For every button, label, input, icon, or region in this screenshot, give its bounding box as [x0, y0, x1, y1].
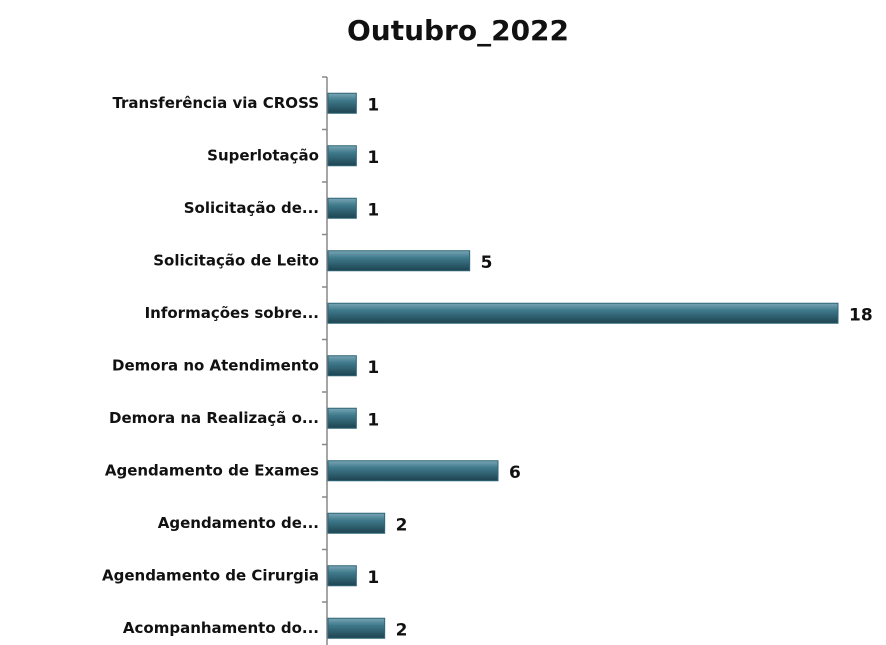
bar — [327, 197, 357, 219]
bar — [327, 512, 386, 534]
bar — [327, 617, 386, 639]
value-label: 1 — [367, 148, 379, 168]
value-label: 2 — [396, 620, 408, 640]
bar — [327, 355, 357, 377]
category-label: Agendamento de... — [158, 514, 319, 532]
bar — [327, 565, 357, 587]
category-label: Agendamento de Cirurgia — [102, 566, 319, 584]
value-label: 5 — [481, 253, 493, 273]
category-label: Demora no Atendimento — [112, 356, 319, 374]
category-label: Solicitação de Leito — [153, 251, 319, 269]
bar — [327, 460, 499, 482]
value-label: 2 — [396, 515, 408, 535]
category-label: Acompanhamento do... — [123, 619, 319, 637]
bar — [327, 145, 357, 167]
category-label: Agendamento de Exames — [105, 461, 319, 479]
value-label: 1 — [367, 410, 379, 430]
bar — [327, 250, 471, 272]
value-label: 1 — [367, 95, 379, 115]
value-label: 1 — [367, 200, 379, 220]
category-label: Solicitação de... — [184, 199, 319, 217]
value-label: 6 — [509, 463, 521, 483]
value-label: 1 — [367, 568, 379, 588]
chart-title: Outubro_2022 — [347, 14, 569, 47]
bar — [327, 92, 357, 114]
bar — [327, 407, 357, 429]
category-label: Informações sobre... — [145, 304, 319, 322]
value-label: 18 — [849, 305, 873, 325]
value-label: 1 — [367, 358, 379, 378]
category-label: Transferência via CROSS — [112, 94, 319, 112]
bar — [327, 302, 839, 324]
category-label: Demora na Realizaçã o... — [109, 409, 319, 427]
category-label: Superlotação — [207, 146, 319, 164]
